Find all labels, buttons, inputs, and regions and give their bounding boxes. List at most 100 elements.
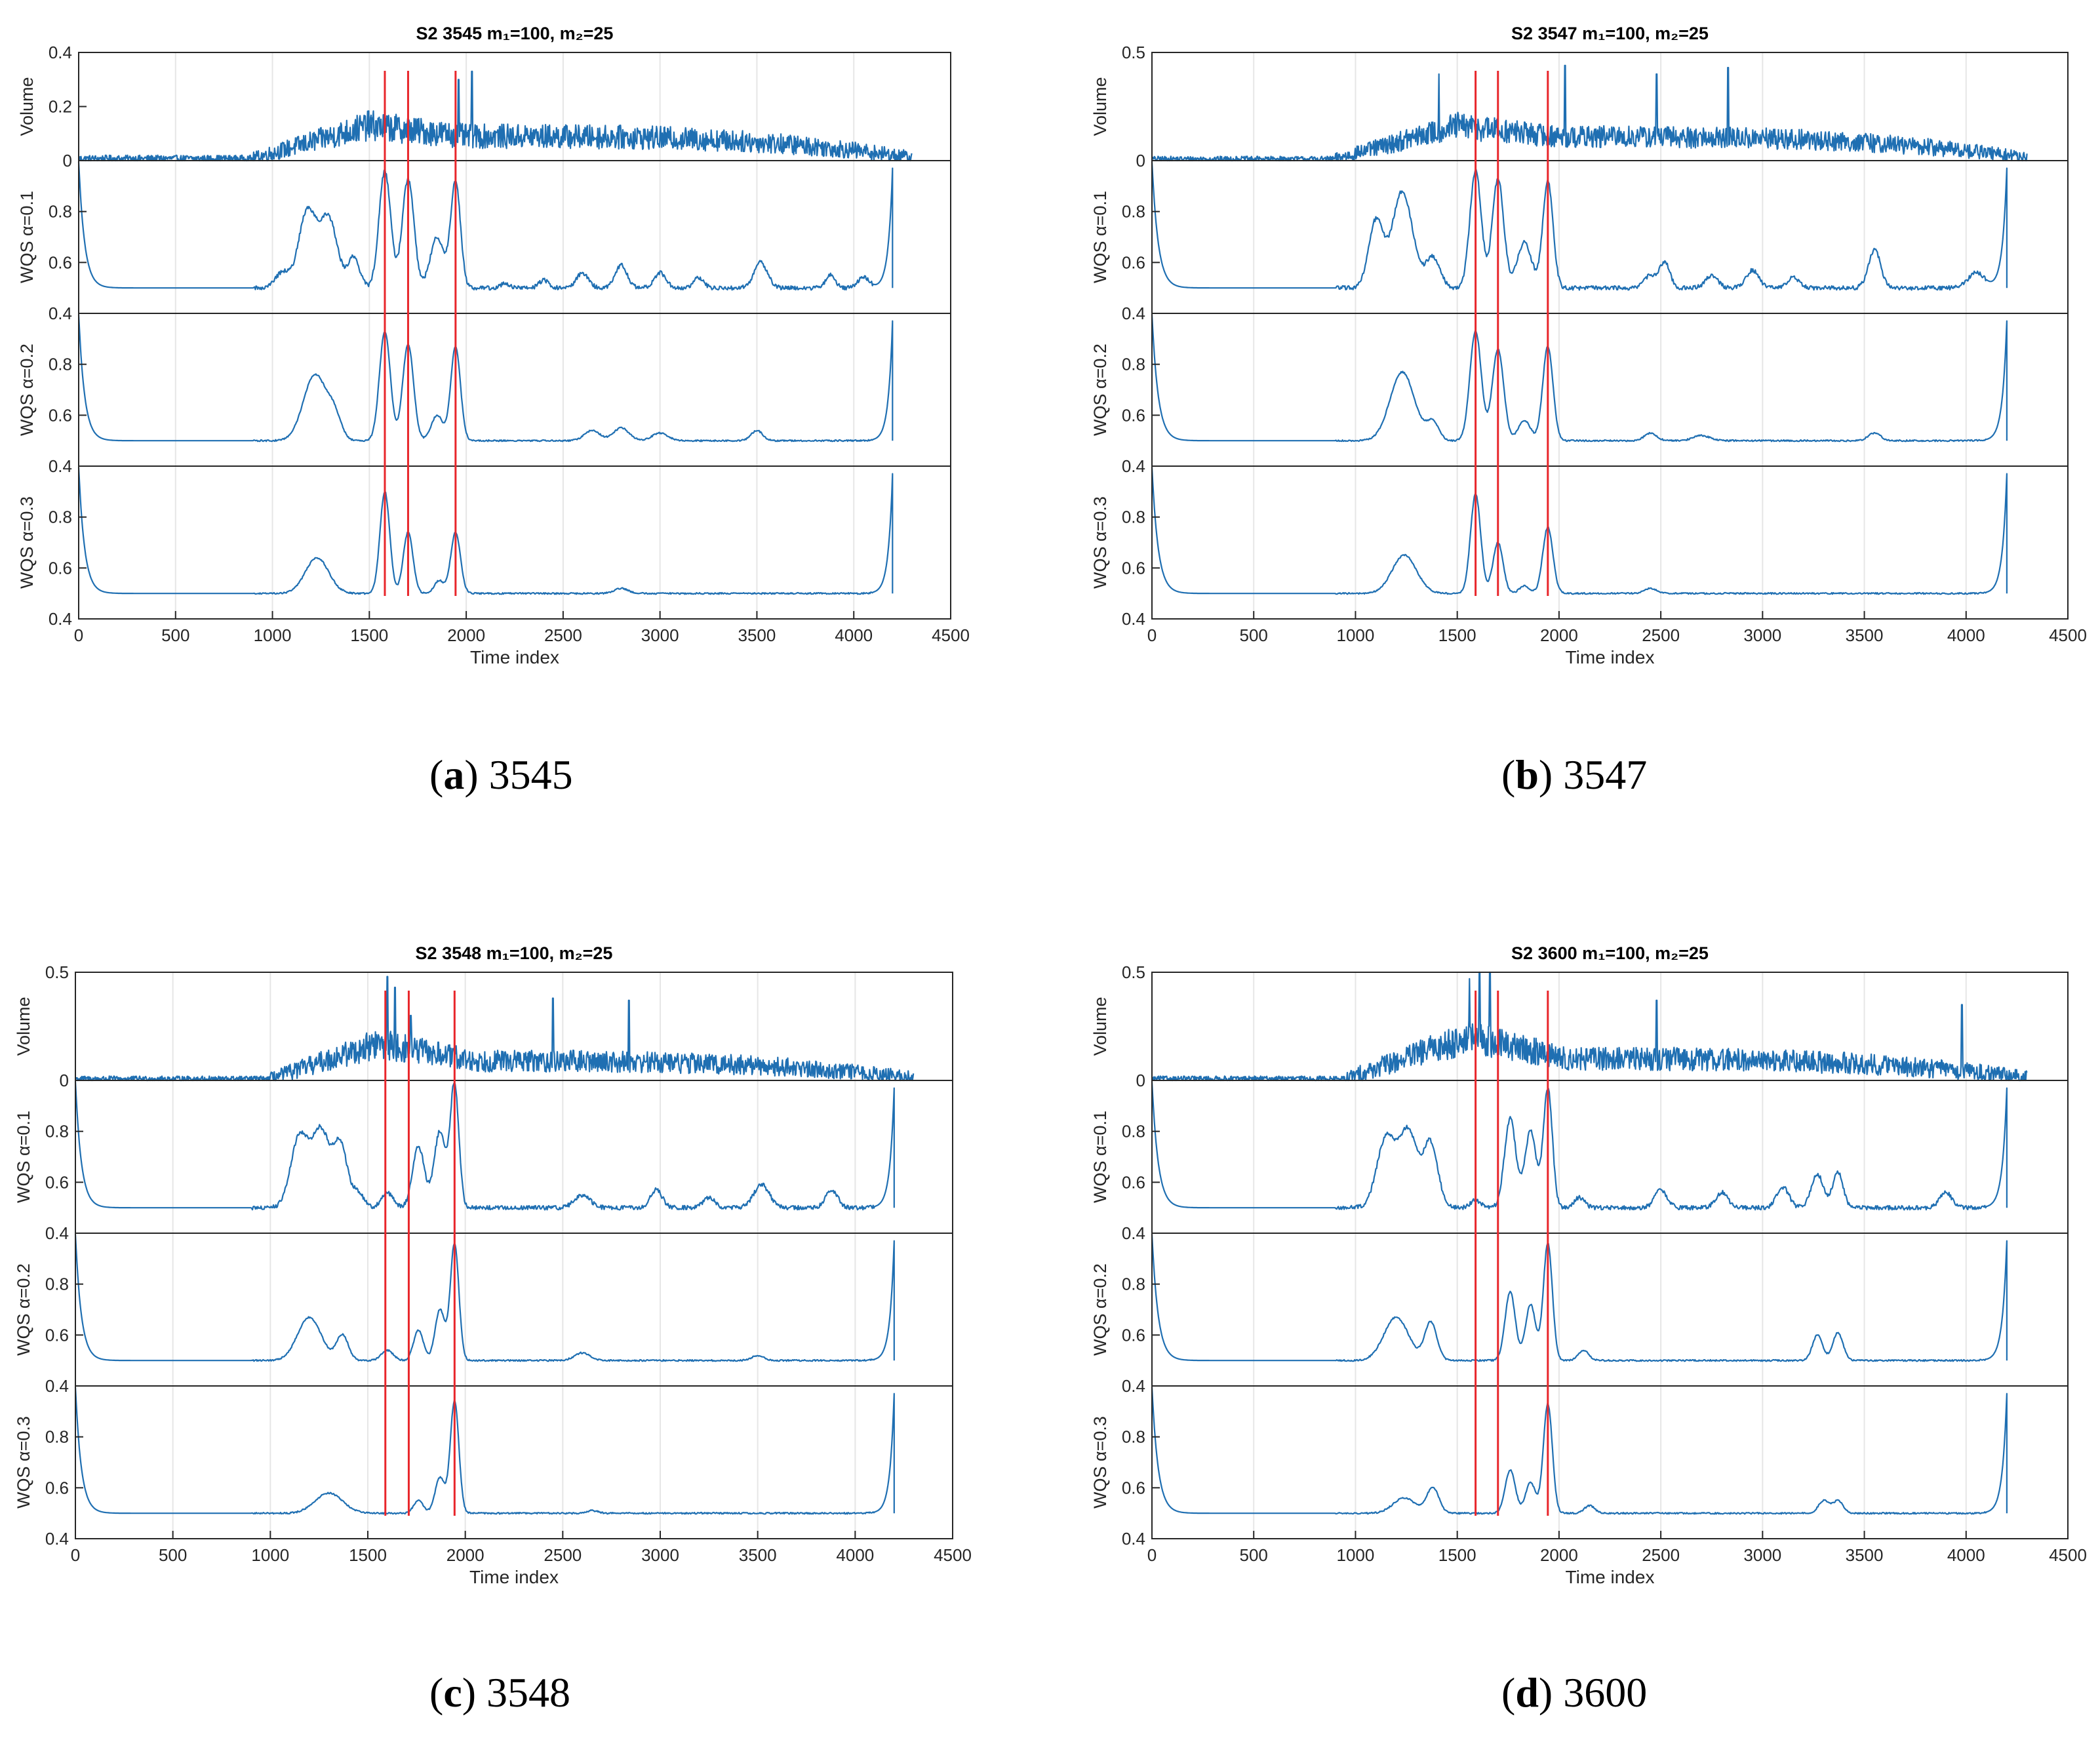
y-tick-label: 0.4 bbox=[49, 456, 72, 476]
x-tick-label: 0 bbox=[1147, 1545, 1157, 1565]
x-tick-label: 3000 bbox=[1743, 625, 1781, 645]
y-tick-label: 0.8 bbox=[49, 507, 72, 527]
y-tick-label: 0.4 bbox=[49, 43, 72, 62]
x-tick-label: 500 bbox=[1240, 1545, 1268, 1565]
y-tick-label: 0.8 bbox=[1122, 1427, 1145, 1447]
x-tick-label: 4500 bbox=[932, 625, 970, 645]
y-tick-label: 0.8 bbox=[45, 1274, 69, 1294]
y-axis-label: Volume bbox=[14, 997, 33, 1056]
x-tick-label: 500 bbox=[1240, 625, 1268, 645]
panel-frame bbox=[1151, 465, 2069, 620]
wqs-panel-1: 0.4 0.6 0.8 WQS α=0.1 bbox=[14, 1080, 953, 1243]
volume-panel: 0 0.5 Volume bbox=[14, 962, 953, 1090]
y-tick-label: 0.4 bbox=[49, 609, 72, 629]
y-axis-label: WQS α=0.1 bbox=[1090, 191, 1110, 283]
y-tick-label: 0.6 bbox=[45, 1325, 69, 1345]
x-tick-label: 2500 bbox=[1642, 625, 1680, 645]
y-axis-label: WQS α=0.2 bbox=[17, 344, 37, 436]
y-axis-label: WQS α=0.2 bbox=[1090, 344, 1110, 436]
y-tick-label: 0.8 bbox=[45, 1427, 69, 1447]
x-tick-label: 4500 bbox=[934, 1545, 972, 1565]
chart-title: S2 3548 m₁=100, m₂=25 bbox=[416, 943, 613, 963]
x-tick-label: 3500 bbox=[738, 625, 776, 645]
wqs-series-line bbox=[77, 314, 894, 443]
y-tick-label: 0.8 bbox=[45, 1122, 69, 1141]
x-axis-label: Time index bbox=[470, 647, 559, 667]
y-tick-label: 0.6 bbox=[49, 558, 72, 578]
wqs-series-line bbox=[1151, 1387, 2008, 1515]
panel-frame bbox=[1151, 313, 2069, 467]
y-axis-label: WQS α=0.3 bbox=[1090, 1416, 1110, 1509]
x-axis-label: Time index bbox=[469, 1567, 559, 1587]
y-tick-label: 0.4 bbox=[45, 1223, 69, 1243]
wqs-panel-3: 0.4 0.6 0.8 WQS α=0.3 bbox=[1090, 465, 2069, 629]
y-axis-label: WQS α=0.2 bbox=[1090, 1263, 1110, 1356]
y-tick-label: 0.6 bbox=[45, 1478, 69, 1497]
y-tick-label: 0.4 bbox=[1122, 609, 1145, 629]
chart-3547: S2 3547 m₁=100, m₂=25 0 0.5 Volume 0.4 0.6 0.8… bbox=[1090, 24, 2087, 667]
volume-series-line bbox=[1151, 971, 2028, 1082]
y-tick-label: 0.6 bbox=[1122, 558, 1145, 578]
x-tick-label: 2500 bbox=[544, 1545, 582, 1565]
y-tick-label: 0.8 bbox=[1122, 355, 1145, 374]
y-tick-label: 0.4 bbox=[1122, 304, 1145, 323]
panel-frame bbox=[78, 465, 951, 620]
y-axis-label: WQS α=0.3 bbox=[17, 496, 37, 589]
y-axis-label: Volume bbox=[1090, 997, 1110, 1056]
y-axis-label: WQS α=0.3 bbox=[14, 1416, 33, 1509]
y-tick-label: 0.6 bbox=[1122, 252, 1145, 272]
y-tick-label: 0.6 bbox=[1122, 1478, 1145, 1497]
panel-frame bbox=[75, 1080, 953, 1234]
y-tick-label: 0.6 bbox=[1122, 1325, 1145, 1345]
x-tick-label: 4500 bbox=[2049, 625, 2087, 645]
panel-frame bbox=[1151, 1385, 2069, 1539]
y-axis-label: WQS α=0.1 bbox=[1090, 1111, 1110, 1203]
wqs-panel-1: 0.4 0.6 0.8 WQS α=0.1 bbox=[17, 160, 951, 323]
x-tick-label: 0 bbox=[74, 625, 83, 645]
wqs-series-line bbox=[74, 1081, 895, 1211]
y-axis-label: WQS α=0.3 bbox=[1090, 496, 1110, 589]
y-tick-label: 0.4 bbox=[1122, 1223, 1145, 1243]
volume-series-line bbox=[75, 976, 915, 1082]
chart-title: S2 3545 m₁=100, m₂=25 bbox=[416, 24, 614, 43]
panel-frame bbox=[78, 160, 951, 314]
caption-b: (b) 3547 bbox=[1501, 751, 1648, 798]
x-tick-label: 4500 bbox=[2049, 1545, 2087, 1565]
y-axis-label: Volume bbox=[1090, 77, 1110, 136]
wqs-series-line bbox=[77, 161, 894, 291]
panel-frame bbox=[78, 313, 951, 467]
wqs-series-line bbox=[1151, 1234, 2008, 1362]
y-tick-label: 0.8 bbox=[49, 202, 72, 222]
y-axis-label: WQS α=0.2 bbox=[14, 1263, 33, 1356]
y-tick-label: 0.5 bbox=[1122, 43, 1145, 62]
panel-frame bbox=[75, 1233, 953, 1387]
wqs-panel-1: 0.4 0.6 0.8 WQS α=0.1 bbox=[1090, 1080, 2069, 1243]
volume-panel: 0 0.5 Volume bbox=[1090, 43, 2069, 170]
volume-panel: 0 0.2 0.4 Volume bbox=[17, 43, 951, 170]
x-tick-label: 3500 bbox=[1846, 625, 1884, 645]
y-tick-label: 0.4 bbox=[1122, 456, 1145, 476]
x-tick-label: 1500 bbox=[349, 1545, 387, 1565]
x-tick-label: 1000 bbox=[251, 1545, 289, 1565]
y-tick-label: 0.6 bbox=[1122, 1172, 1145, 1192]
y-tick-label: 0.8 bbox=[1122, 1274, 1145, 1294]
x-tick-label: 2000 bbox=[446, 1545, 485, 1565]
caption-c: (c) 3548 bbox=[429, 1669, 571, 1716]
x-tick-label: 4000 bbox=[1947, 625, 1985, 645]
caption-d: (d) 3600 bbox=[1501, 1669, 1648, 1716]
wqs-series-line bbox=[1151, 467, 2008, 595]
y-tick-label: 0.6 bbox=[45, 1172, 69, 1192]
wqs-series-line bbox=[77, 467, 894, 595]
y-tick-label: 0.5 bbox=[1122, 962, 1145, 982]
y-axis-label: WQS α=0.1 bbox=[14, 1111, 33, 1203]
panel-frame bbox=[1151, 1080, 2069, 1234]
wqs-series-line bbox=[1151, 1081, 2008, 1211]
wqs-panel-3: 0.4 0.6 0.8 WQS α=0.3 bbox=[17, 465, 951, 629]
chart-3548: S2 3548 m₁=100, m₂=25 0 0.5 Volume 0.4 0.6 0.8… bbox=[14, 943, 972, 1587]
y-tick-label: 0.4 bbox=[49, 304, 72, 323]
wqs-panel-2: 0.4 0.6 0.8 WQS α=0.2 bbox=[1090, 313, 2069, 476]
x-tick-label: 1000 bbox=[1337, 625, 1375, 645]
y-tick-label: 0.5 bbox=[45, 962, 69, 982]
y-tick-label: 0.6 bbox=[49, 405, 72, 425]
